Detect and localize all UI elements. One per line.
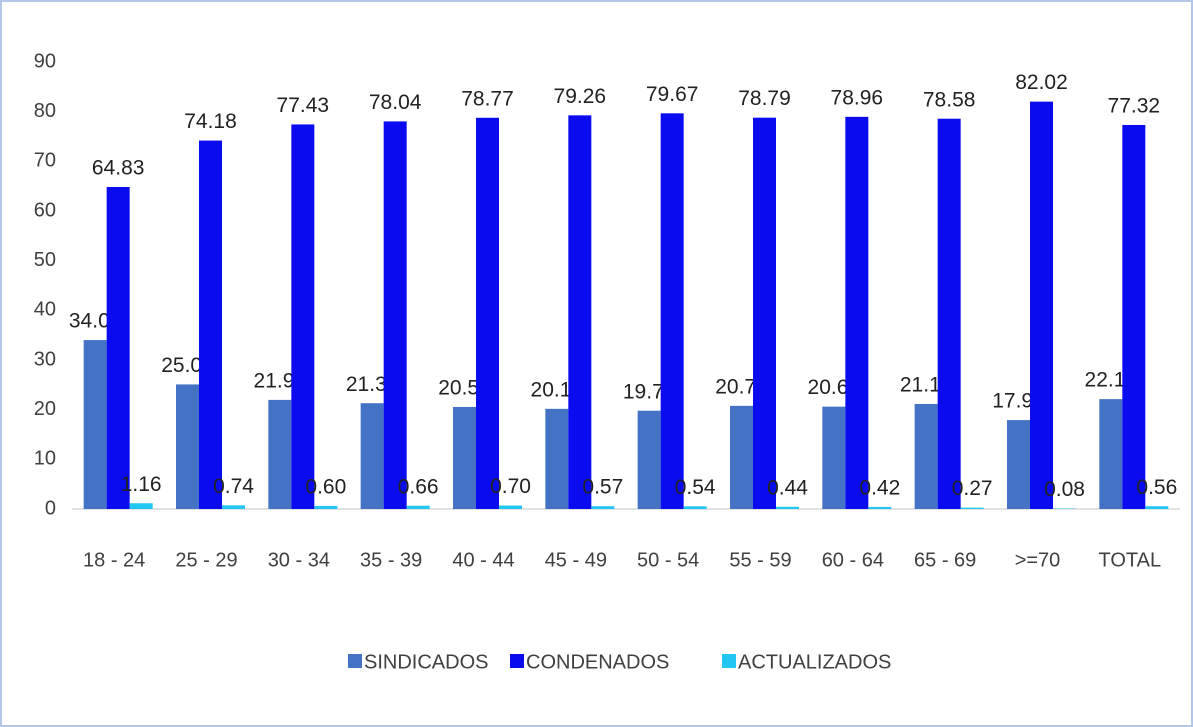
data-label: 78.77 xyxy=(461,87,514,110)
bar xyxy=(1145,506,1169,509)
y-tick-label: 10 xyxy=(34,448,56,470)
bar xyxy=(1030,101,1053,509)
bar xyxy=(453,406,476,509)
x-tick-label: 45 - 49 xyxy=(545,549,607,571)
data-label: 0.70 xyxy=(490,475,531,498)
x-tick-label: 25 - 29 xyxy=(175,549,237,571)
bar xyxy=(960,507,984,509)
data-label: 0.74 xyxy=(213,475,254,498)
legend-label: ACTUALIZADOS xyxy=(738,651,891,673)
x-tick-label: 30 - 34 xyxy=(268,549,330,571)
bar xyxy=(476,117,499,509)
bar xyxy=(660,113,684,509)
y-tick-label: 30 xyxy=(34,348,56,370)
data-label: 77.32 xyxy=(1108,95,1161,118)
y-tick-label: 80 xyxy=(34,100,56,122)
data-label: 0.44 xyxy=(767,476,808,499)
bar xyxy=(176,384,199,509)
data-label: 0.66 xyxy=(398,475,439,498)
bar xyxy=(753,117,776,509)
bar xyxy=(683,506,707,509)
legend-swatch xyxy=(722,654,736,668)
bar xyxy=(360,403,384,509)
bar xyxy=(1099,399,1123,509)
bar xyxy=(199,140,222,509)
legend-swatch xyxy=(510,654,524,668)
bar xyxy=(499,505,522,509)
bar xyxy=(568,115,592,509)
data-label: 78.96 xyxy=(831,86,884,109)
data-label: 64.83 xyxy=(92,157,145,180)
x-tick-label: TOTAL xyxy=(1099,549,1162,571)
bar xyxy=(1122,124,1146,510)
data-label: 74.18 xyxy=(184,110,237,133)
data-label: 0.56 xyxy=(1136,476,1177,499)
data-label: 0.57 xyxy=(582,476,623,499)
bar xyxy=(545,408,569,509)
bar xyxy=(383,121,407,509)
data-label: 1.16 xyxy=(121,473,162,496)
data-label: 0.27 xyxy=(952,477,993,500)
bar xyxy=(637,410,661,509)
bar xyxy=(937,118,961,509)
data-label: 78.79 xyxy=(738,87,791,110)
bar xyxy=(268,399,292,509)
x-tick-label: 35 - 39 xyxy=(360,549,422,571)
x-tick-label: >=70 xyxy=(1015,549,1061,571)
bar xyxy=(845,116,869,509)
data-label: 0.60 xyxy=(305,476,346,499)
bar xyxy=(1007,420,1030,509)
data-label: 0.54 xyxy=(675,476,716,499)
data-label: 77.43 xyxy=(277,94,330,117)
legend-label: CONDENADOS xyxy=(526,651,669,673)
bar xyxy=(291,124,315,509)
y-tick-label: 70 xyxy=(34,150,56,172)
bar xyxy=(776,506,799,509)
x-tick-label: 55 - 59 xyxy=(729,549,791,571)
x-tick-label: 18 - 24 xyxy=(83,549,145,571)
bar xyxy=(868,506,892,509)
data-label: 78.04 xyxy=(369,91,422,114)
x-tick-label: 40 - 44 xyxy=(452,549,514,571)
x-tick-label: 65 - 69 xyxy=(914,549,976,571)
bar xyxy=(914,403,938,509)
bar xyxy=(822,406,846,509)
data-label: 0.08 xyxy=(1044,478,1085,501)
data-label: 78.58 xyxy=(923,88,976,111)
bar xyxy=(314,506,338,509)
data-label: 79.26 xyxy=(554,85,607,108)
y-tick-label: 60 xyxy=(34,199,56,221)
y-tick-label: 50 xyxy=(34,249,56,271)
bar xyxy=(106,187,130,510)
bar xyxy=(222,505,245,509)
y-tick-label: 0 xyxy=(45,497,56,519)
legend-swatch xyxy=(348,654,362,668)
bar xyxy=(83,340,107,509)
legend-label: SINDICADOS xyxy=(364,651,488,673)
data-label: 0.42 xyxy=(859,476,900,499)
x-tick-label: 60 - 64 xyxy=(822,549,884,571)
x-tick-label: 50 - 54 xyxy=(637,549,699,571)
bar xyxy=(730,405,753,509)
data-label: 79.67 xyxy=(646,83,699,106)
y-tick-label: 90 xyxy=(34,50,56,72)
data-label: 82.02 xyxy=(1015,71,1068,94)
y-tick-label: 40 xyxy=(34,299,56,321)
bar xyxy=(406,505,430,509)
y-tick-label: 20 xyxy=(34,398,56,420)
bar xyxy=(591,506,615,509)
bar xyxy=(129,503,153,509)
